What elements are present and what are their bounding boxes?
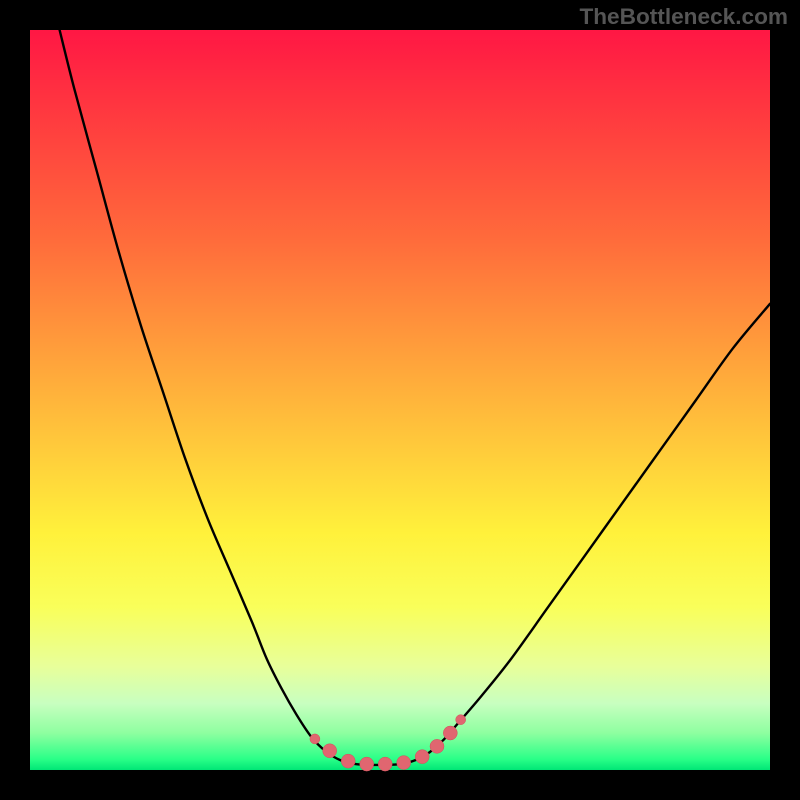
trough-marker — [397, 756, 411, 770]
trough-marker — [443, 726, 457, 740]
trough-marker — [360, 757, 374, 771]
trough-marker — [430, 739, 444, 753]
plot-background — [30, 30, 770, 770]
trough-marker — [341, 754, 355, 768]
trough-marker — [415, 750, 429, 764]
bottleneck-chart — [0, 0, 800, 800]
trough-marker — [378, 757, 392, 771]
trough-marker — [310, 734, 320, 744]
watermark-text: TheBottleneck.com — [579, 4, 788, 30]
chart-stage: TheBottleneck.com — [0, 0, 800, 800]
trough-marker — [456, 715, 466, 725]
trough-marker — [323, 744, 337, 758]
